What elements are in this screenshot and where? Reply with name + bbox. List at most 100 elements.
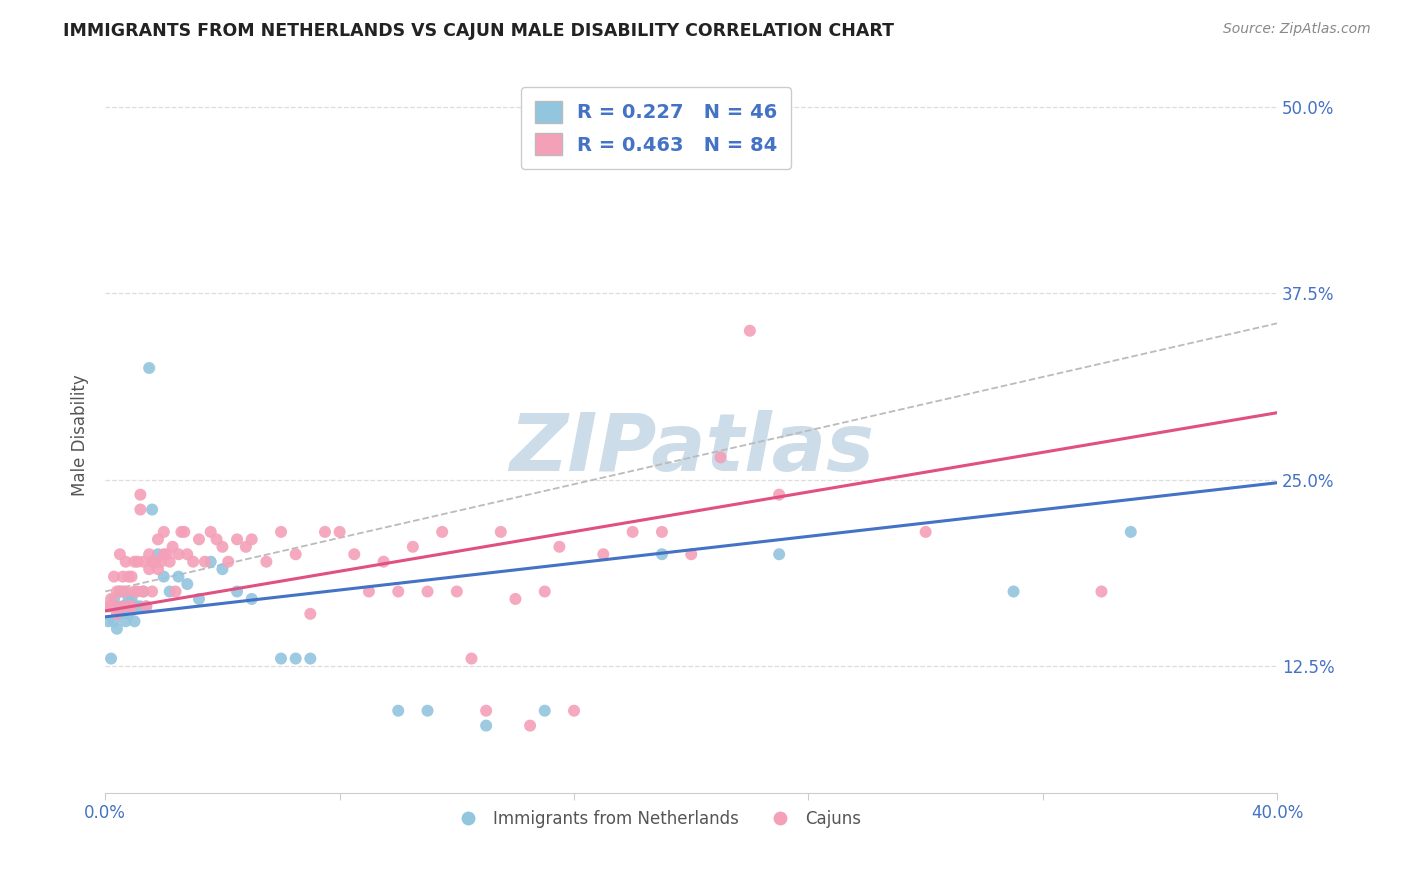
Point [111, 584, 134, 599]
Point [127, 599, 149, 614]
Point [284, 651, 307, 665]
Point [188, 533, 211, 547]
Point [533, 584, 555, 599]
Point [768, 488, 790, 502]
Point [165, 584, 187, 599]
Point [1090, 584, 1112, 599]
Point [159, 555, 181, 569]
Point [284, 547, 307, 561]
Point [162, 540, 184, 554]
Point [103, 615, 125, 629]
Point [460, 651, 482, 665]
Point [176, 577, 198, 591]
Point [135, 599, 157, 614]
Point [129, 502, 152, 516]
Point [387, 584, 409, 599]
Point [105, 622, 128, 636]
Point [475, 704, 498, 718]
Point [1002, 584, 1025, 599]
Point [146, 562, 169, 576]
Point [105, 607, 128, 621]
Point [167, 547, 190, 561]
Point [100, 599, 122, 614]
Point [373, 555, 395, 569]
Point [181, 555, 204, 569]
Point [211, 540, 233, 554]
Point [129, 599, 152, 614]
Point [141, 555, 163, 569]
Point [430, 524, 453, 539]
Point [121, 591, 143, 606]
Point [146, 533, 169, 547]
Point [97, 615, 120, 629]
Point [124, 555, 146, 569]
Text: Source: ZipAtlas.com: Source: ZipAtlas.com [1223, 22, 1371, 37]
Point [226, 533, 249, 547]
Point [533, 704, 555, 718]
Y-axis label: Male Disability: Male Disability [72, 374, 89, 496]
Point [108, 607, 131, 621]
Point [738, 324, 761, 338]
Point [200, 524, 222, 539]
Point [129, 488, 152, 502]
Point [254, 555, 277, 569]
Point [111, 569, 134, 583]
Point [592, 547, 614, 561]
Point [118, 607, 141, 621]
Point [103, 569, 125, 583]
Point [176, 547, 198, 561]
Point [114, 584, 136, 599]
Point [914, 524, 936, 539]
Point [1119, 524, 1142, 539]
Point [141, 502, 163, 516]
Point [108, 547, 131, 561]
Point [108, 584, 131, 599]
Point [387, 704, 409, 718]
Point [111, 599, 134, 614]
Point [146, 547, 169, 561]
Point [103, 599, 125, 614]
Point [143, 555, 166, 569]
Point [114, 555, 136, 569]
Point [211, 562, 233, 576]
Point [226, 584, 249, 599]
Point [118, 599, 141, 614]
Point [118, 591, 141, 606]
Point [299, 607, 322, 621]
Point [299, 651, 322, 665]
Point [205, 533, 228, 547]
Point [127, 584, 149, 599]
Point [132, 584, 155, 599]
Point [329, 524, 352, 539]
Point [114, 599, 136, 614]
Point [153, 524, 176, 539]
Point [167, 569, 190, 583]
Point [446, 584, 468, 599]
Point [270, 651, 292, 665]
Point [121, 569, 143, 583]
Point [105, 599, 128, 614]
Point [489, 524, 512, 539]
Point [200, 555, 222, 569]
Point [240, 533, 263, 547]
Point [100, 651, 122, 665]
Point [97, 599, 120, 614]
Point [475, 718, 498, 732]
Point [270, 524, 292, 539]
Point [118, 569, 141, 583]
Point [548, 540, 571, 554]
Point [173, 524, 195, 539]
Point [217, 555, 239, 569]
Point [170, 524, 193, 539]
Point [357, 584, 380, 599]
Point [651, 547, 673, 561]
Point [416, 584, 439, 599]
Point [153, 547, 176, 561]
Point [159, 584, 181, 599]
Point [124, 584, 146, 599]
Point [681, 547, 703, 561]
Point [127, 555, 149, 569]
Point [108, 584, 131, 599]
Point [519, 718, 541, 732]
Point [621, 524, 644, 539]
